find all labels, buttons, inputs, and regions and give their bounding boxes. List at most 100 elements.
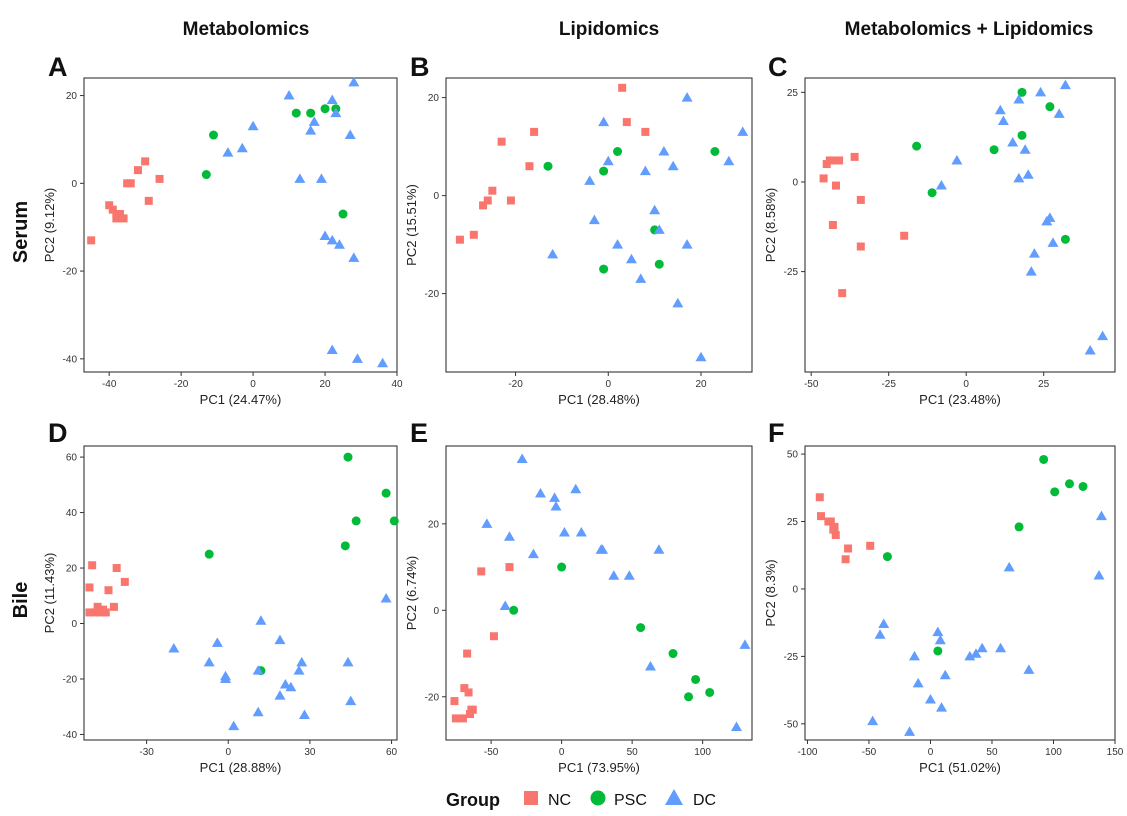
point-nc [841, 555, 850, 564]
panel-letter-c: C [768, 52, 788, 82]
x-tick-label: 20 [695, 379, 707, 390]
point-nc [141, 157, 150, 166]
point-dc [550, 501, 562, 511]
point-nc [90, 608, 99, 617]
point-dc [1013, 94, 1025, 104]
point-nc [468, 705, 477, 714]
plot-frame [804, 445, 1116, 741]
y-tick-label: -20 [425, 692, 440, 703]
x-tick-label: 50 [986, 747, 998, 758]
point-nc [85, 608, 94, 617]
point-dc [939, 669, 951, 680]
point-nc [828, 221, 837, 229]
x-tick-label: 0 [963, 379, 969, 390]
point-dc [527, 548, 539, 559]
point-dc [296, 656, 308, 667]
point-dc [602, 155, 614, 166]
x-tick-label: 0 [250, 379, 256, 390]
point-nc [900, 231, 909, 240]
point-dc [653, 544, 665, 554]
point-dc [588, 214, 600, 225]
x-tick-label: 0 [559, 747, 565, 758]
point-dc [1023, 664, 1035, 674]
column-title-lipidomics: Lipidomics [559, 19, 659, 40]
row-title-bile: Bile [10, 582, 32, 619]
point-dc [298, 709, 310, 720]
point-nc [505, 563, 514, 572]
point-dc [1097, 330, 1109, 341]
point-nc [641, 127, 650, 136]
point-dc [377, 357, 389, 368]
point-dc [348, 76, 360, 87]
point-dc [1028, 248, 1040, 258]
x-axis-label: PC1 (28.88%) [200, 760, 282, 775]
point-dc [1019, 144, 1031, 154]
point-psc [654, 259, 664, 269]
point-dc [247, 120, 259, 131]
x-tick-label: -20 [508, 379, 523, 390]
point-dc [348, 252, 360, 262]
x-tick-label: -30 [139, 747, 154, 758]
point-nc [618, 83, 627, 92]
point-dc [547, 248, 559, 259]
point-dc [649, 204, 661, 215]
point-nc [469, 230, 478, 239]
point-dc [279, 679, 291, 689]
point-nc [144, 196, 153, 205]
point-nc [844, 544, 853, 553]
point-dc [228, 720, 240, 731]
x-tick-label: 100 [1045, 747, 1062, 758]
y-tick-label: 0 [792, 584, 798, 595]
legend-label-psc: PSC [614, 792, 647, 809]
point-dc [935, 180, 947, 190]
point-psc [557, 562, 567, 572]
point-psc [389, 516, 399, 526]
point-dc [635, 273, 647, 283]
point-nc [133, 166, 142, 175]
point-dc [558, 526, 570, 537]
y-tick-label: 20 [66, 564, 78, 575]
point-psc [1017, 87, 1027, 97]
point-dc [934, 634, 946, 645]
x-tick-label: -50 [862, 747, 877, 758]
point-nc [109, 602, 118, 611]
point-nc [622, 118, 631, 127]
point-dc [333, 239, 345, 249]
point-nc [126, 179, 135, 188]
point-nc [101, 608, 110, 617]
scatter-panel-c: -50 -25 0 25 -25 0 25 PC1 (23.48%) PC2 (8.58%) [763, 77, 1116, 407]
point-psc [1064, 479, 1074, 489]
y-tick-label: -20 [425, 289, 440, 300]
point-nc [525, 162, 534, 171]
point-dc [319, 230, 331, 240]
point-psc [338, 209, 348, 219]
point-dc [623, 570, 635, 580]
y-tick-label: -20 [63, 267, 78, 278]
y-tick-label: -50 [784, 719, 799, 730]
x-tick-label: -40 [102, 379, 117, 390]
point-dc [380, 593, 392, 603]
point-dc [575, 526, 587, 537]
y-tick-label: 50 [787, 450, 799, 461]
point-nc [460, 684, 469, 693]
y-tick-label: 0 [71, 179, 77, 190]
point-dc [1084, 344, 1096, 355]
x-tick-label: 150 [1107, 747, 1124, 758]
y-tick-label: 60 [66, 453, 78, 464]
point-psc [204, 549, 214, 559]
point-nc [465, 710, 474, 719]
legend: Group NC PSC DC [446, 789, 716, 810]
point-nc [856, 242, 865, 251]
point-dc [351, 353, 363, 363]
point-dc [499, 600, 511, 610]
legend-key-psc [590, 790, 606, 806]
point-dc [908, 650, 920, 661]
point-dc [625, 253, 637, 264]
plot-frame [445, 445, 753, 741]
x-axis-label: PC1 (24.47%) [200, 392, 282, 407]
point-psc [1039, 454, 1049, 464]
panel-letter-d: D [48, 418, 68, 448]
y-axis-label: PC2 (9.12%) [42, 188, 57, 262]
y-tick-label: -25 [784, 652, 799, 663]
y-axis-label: PC2 (8.58%) [763, 188, 778, 262]
